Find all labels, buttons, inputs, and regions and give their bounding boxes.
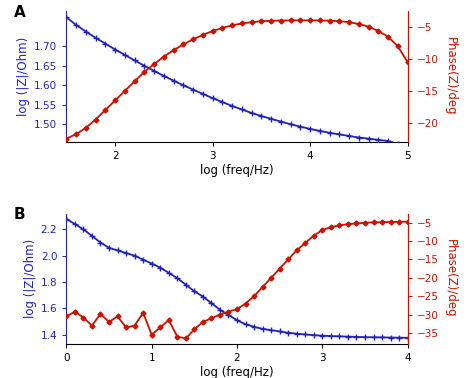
Y-axis label: Phase(Z)/deg: Phase(Z)/deg xyxy=(444,239,457,318)
Text: A: A xyxy=(13,5,25,20)
Y-axis label: Phase(Z)/deg: Phase(Z)/deg xyxy=(444,37,457,116)
Y-axis label: log (|Z|/Ohm): log (|Z|/Ohm) xyxy=(24,239,36,318)
Y-axis label: log (|Z|/Ohm): log (|Z|/Ohm) xyxy=(17,37,30,116)
X-axis label: log (freq/Hz): log (freq/Hz) xyxy=(200,164,274,177)
Text: B: B xyxy=(13,207,25,222)
X-axis label: log (freq/Hz): log (freq/Hz) xyxy=(200,366,274,378)
